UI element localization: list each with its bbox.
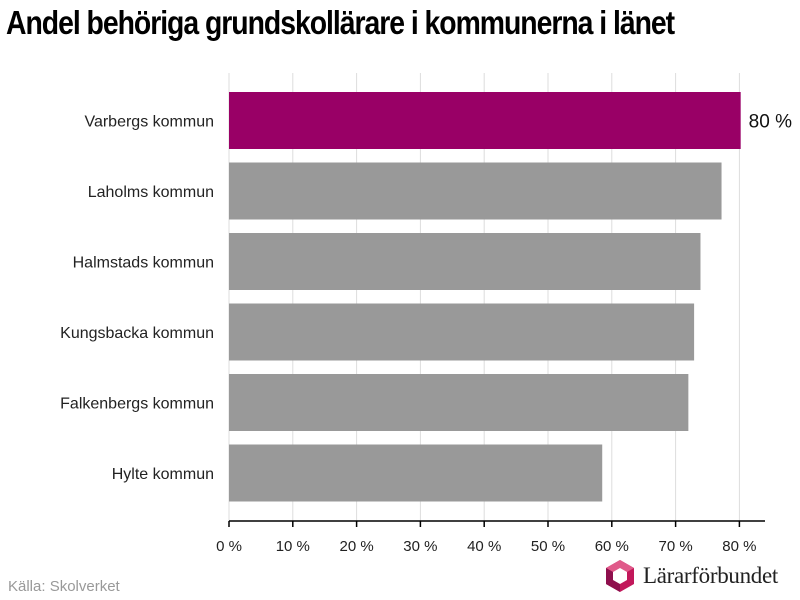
x-tick-label: 50 % bbox=[531, 538, 565, 555]
source-note: Källa: Skolverket bbox=[8, 578, 120, 595]
bars bbox=[229, 92, 741, 502]
x-tick-label: 20 % bbox=[339, 538, 373, 555]
category-label: Varbergs kommun bbox=[84, 114, 214, 131]
category-label: Kungsbacka kommun bbox=[60, 325, 214, 342]
x-axis: 0 % 10 % 20 % 30 % 40 % 50 % 60 % 70 % 80 % bbox=[216, 520, 765, 555]
category-label: Falkenbergs kommun bbox=[60, 396, 214, 413]
x-tick-label: 30 % bbox=[403, 538, 437, 555]
bar bbox=[229, 233, 701, 290]
value-labels: 80 % bbox=[749, 112, 792, 133]
logo-text: Lärarförbundet bbox=[643, 563, 779, 588]
bar-chart: Varbergs kommun Laholms kommun Halmstads k… bbox=[60, 73, 792, 555]
chart-title: Andel behöriga grundskollärare i kommune… bbox=[6, 4, 675, 41]
category-labels: Varbergs kommun Laholms kommun Halmstads k… bbox=[60, 114, 214, 484]
brand-logo: Lärarförbundet bbox=[603, 558, 798, 594]
x-tick-label: 0 % bbox=[216, 538, 242, 555]
x-tick-label: 40 % bbox=[467, 538, 501, 555]
category-label: Halmstads kommun bbox=[73, 255, 214, 272]
data-label: 80 % bbox=[749, 112, 792, 133]
category-label: Laholms kommun bbox=[88, 184, 214, 201]
lararforbundet-logo-icon bbox=[606, 560, 634, 592]
bar bbox=[229, 92, 741, 149]
category-label: Hylte kommun bbox=[112, 466, 214, 483]
x-tick-label: 10 % bbox=[276, 538, 310, 555]
x-tick-label: 60 % bbox=[595, 538, 629, 555]
x-tick-label: 80 % bbox=[722, 538, 756, 555]
bar bbox=[229, 374, 689, 431]
x-tick-label: 70 % bbox=[658, 538, 692, 555]
bar bbox=[229, 303, 695, 361]
bar bbox=[229, 162, 722, 220]
bar bbox=[229, 444, 603, 502]
